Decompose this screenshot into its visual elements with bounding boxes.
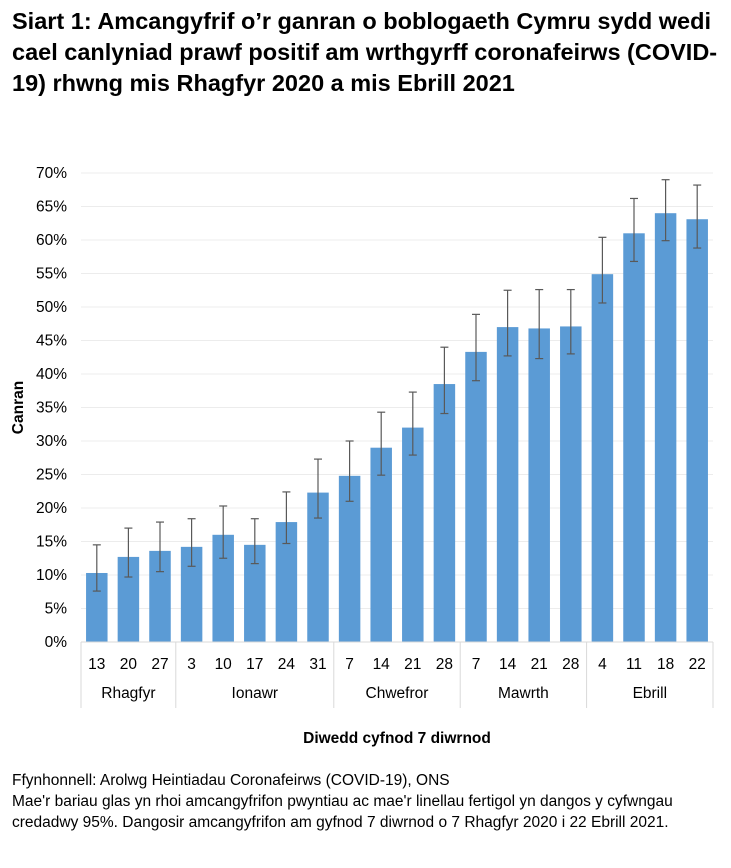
y-tick-label: 35% xyxy=(36,400,67,417)
bar xyxy=(528,328,550,642)
bar xyxy=(307,492,329,642)
x-tick-label: 14 xyxy=(499,656,517,673)
chart-title: Siart 1: Amcangyfrif o’r ganran o boblog… xyxy=(12,8,718,96)
bar xyxy=(244,544,266,642)
x-group-label: Ionawr xyxy=(232,685,279,702)
bar xyxy=(180,546,203,642)
y-tick-label: 25% xyxy=(36,467,67,484)
bar xyxy=(402,427,424,642)
y-tick-label: 5% xyxy=(45,601,68,618)
bar xyxy=(370,447,392,642)
bar-chart: 0% 5% 10% 15% 20% 25% 30% 35% 40% 45% 50% 55% 60% 65%… xyxy=(10,165,714,747)
y-tick-label: 70% xyxy=(36,165,67,182)
y-tick-label: 30% xyxy=(36,433,67,450)
x-group-label: Rhagfyr xyxy=(101,685,155,702)
x-tick-label: 22 xyxy=(689,656,706,673)
x-tick-label: 18 xyxy=(657,656,674,673)
chart-notes: Ffynhonnell: Arolwg Heintiadau Coronafei… xyxy=(12,770,722,833)
x-tick-label: 17 xyxy=(246,656,263,673)
x-tick-label: 3 xyxy=(187,656,196,673)
x-tick-label: 20 xyxy=(120,656,138,673)
bar xyxy=(433,384,456,642)
y-tick-label: 20% xyxy=(36,500,67,517)
x-tick-label: 21 xyxy=(531,656,548,673)
x-tick-label: 21 xyxy=(404,656,421,673)
y-tick-label: 55% xyxy=(36,266,67,283)
x-group-label: Ebrill xyxy=(633,685,667,702)
bar xyxy=(496,327,519,642)
bar xyxy=(654,213,677,642)
y-tick-label: 40% xyxy=(36,366,67,383)
source-note: Ffynhonnell: Arolwg Heintiadau Coronafei… xyxy=(12,772,450,789)
x-tick-label: 10 xyxy=(215,656,233,673)
bar xyxy=(86,572,108,642)
x-axis-title: Diwedd cyfnod 7 diwrnod xyxy=(303,730,491,747)
bar xyxy=(591,274,614,642)
bar xyxy=(623,233,645,643)
bar xyxy=(275,522,298,642)
y-tick-label: 0% xyxy=(45,634,68,651)
x-tick-label: 7 xyxy=(472,656,481,673)
y-tick-label: 15% xyxy=(36,534,67,551)
y-tick-label: 65% xyxy=(36,199,67,216)
x-group-label: Chwefror xyxy=(366,685,429,702)
y-axis-title: Canran xyxy=(10,381,27,434)
x-tick-label: 14 xyxy=(373,656,391,673)
x-tick-label: 11 xyxy=(626,656,642,673)
x-group-label: Mawrth xyxy=(498,685,549,702)
y-tick-label: 50% xyxy=(36,299,67,316)
bar xyxy=(465,351,487,642)
x-tick-label: 24 xyxy=(278,656,296,673)
bar xyxy=(117,556,140,642)
x-tick-label: 7 xyxy=(345,656,354,673)
bar xyxy=(212,534,234,642)
description-note: Mae'r bariau glas yn rhoi amcangyfrifon … xyxy=(12,793,673,831)
bar xyxy=(338,475,361,642)
bar xyxy=(686,219,708,643)
y-tick-label: 60% xyxy=(36,232,67,249)
x-tick-label: 31 xyxy=(309,656,326,673)
x-tick-label: 13 xyxy=(88,656,105,673)
x-tick-label: 28 xyxy=(562,656,579,673)
bar xyxy=(560,326,582,642)
bar xyxy=(149,550,171,642)
x-tick-label: 4 xyxy=(598,656,607,673)
x-tick-label: 27 xyxy=(151,656,168,673)
x-tick-label: 28 xyxy=(436,656,453,673)
y-tick-label: 45% xyxy=(36,333,67,350)
y-tick-label: 10% xyxy=(36,567,67,584)
